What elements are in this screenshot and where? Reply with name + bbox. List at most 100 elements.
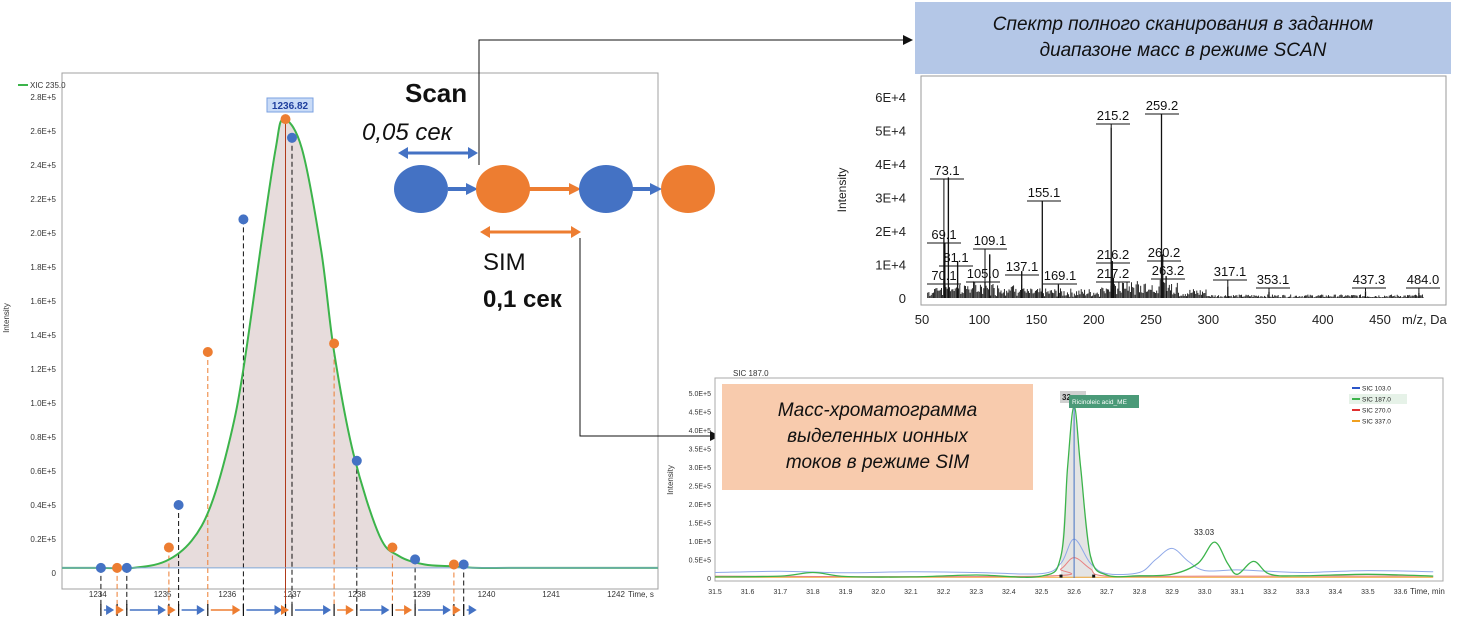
xic-ytick-label: 2.6E+5 bbox=[30, 127, 56, 136]
sim-trace bbox=[714, 538, 1434, 576]
sim-ytick-label: 5.0E+5 bbox=[689, 391, 711, 398]
sim-xtick-label: 33.5 bbox=[1361, 589, 1375, 596]
spectrum-ytick-label: 3E+4 bbox=[875, 191, 906, 206]
xic-points bbox=[95, 114, 469, 573]
sim-xlabel: Time, min bbox=[1410, 587, 1445, 596]
scan-caption-line1: Спектр полного сканирования в заданном bbox=[992, 14, 1374, 35]
sim-point bbox=[163, 542, 174, 553]
xic-ytick-label: 0.8E+5 bbox=[30, 433, 56, 442]
sim-xtick-label: 32.2 bbox=[937, 589, 951, 596]
xic-ytick-label: 2.4E+5 bbox=[30, 161, 56, 170]
arrow-right-icon bbox=[466, 183, 478, 195]
cycle-chain bbox=[394, 165, 715, 213]
sim-xtick-label: 33.1 bbox=[1230, 589, 1244, 596]
xic-xtick-label: 1239 bbox=[413, 590, 431, 599]
sim-trace bbox=[714, 557, 1434, 578]
scan-point bbox=[121, 562, 132, 573]
xic-ytick-label: 1.4E+5 bbox=[30, 331, 56, 340]
sim-traces bbox=[714, 405, 1434, 578]
spectrum-xtick-label: 50 bbox=[915, 312, 929, 327]
sim-xtick-label: 32.1 bbox=[904, 589, 918, 596]
xic-chromatogram: XIC 235.0 Intensity Time, s 0 0.2E+5 0.4E+… bbox=[2, 72, 659, 616]
spectrum-ylabel: Intensity bbox=[835, 168, 849, 213]
spectrum-peak-label: 69.1 bbox=[931, 227, 956, 242]
sim-xtick-label: 31.5 bbox=[708, 589, 722, 596]
xic-ytick-label: 0 bbox=[52, 569, 57, 578]
sim-ylabel: Intensity bbox=[666, 465, 675, 495]
sim-xtick-label: 31.6 bbox=[741, 589, 755, 596]
scan-point bbox=[410, 554, 421, 565]
spectrum-peak-label: 169.1 bbox=[1044, 268, 1077, 283]
sim-xtick-label: 33.3 bbox=[1296, 589, 1310, 596]
spectrum-ytick-label: 2E+4 bbox=[875, 224, 906, 239]
sim-xtick-label: 32.7 bbox=[1100, 589, 1114, 596]
xic-ytick-label: 2.0E+5 bbox=[30, 229, 56, 238]
xic-xtick-label: 1238 bbox=[348, 590, 366, 599]
sim-duration-arrow bbox=[480, 226, 581, 238]
xic-ytick-label: 1.6E+5 bbox=[30, 297, 56, 306]
arrow-right-icon bbox=[569, 183, 581, 195]
arrow-right-icon bbox=[345, 605, 354, 615]
spectrum-peak-label: 259.2 bbox=[1146, 98, 1179, 113]
sim-caption: Масс-хроматограмма выделенных ионных ток… bbox=[722, 384, 1033, 490]
sim-legend-label: SIC 103.0 bbox=[1362, 386, 1391, 393]
spectrum-ytick-label: 4E+4 bbox=[875, 157, 906, 172]
arrow-right-icon bbox=[452, 605, 461, 615]
sim-legend-highlight bbox=[1349, 394, 1407, 404]
xic-ytick-label: 0.6E+5 bbox=[30, 467, 56, 476]
scan-dot-icon bbox=[394, 165, 448, 213]
xic-ytick-label: 2.8E+5 bbox=[30, 93, 56, 102]
sim-legend-label: SIC 337.0 bbox=[1362, 419, 1391, 426]
arrow-right-icon bbox=[115, 605, 124, 615]
spectrum-peak-label: 137.1 bbox=[1006, 259, 1039, 274]
sim-time: 0,1 сек bbox=[483, 286, 563, 313]
sim-xtick-label: 32.9 bbox=[1165, 589, 1179, 596]
sim-xtick-label: 31.7 bbox=[773, 589, 787, 596]
sim-ytick-label: 0 bbox=[707, 576, 711, 583]
spectrum-ytick-label: 5E+4 bbox=[875, 124, 906, 139]
sim-peak-end-marker bbox=[1092, 574, 1096, 578]
arrow-right-icon bbox=[281, 605, 289, 615]
sim-legend: SIC 103.0 SIC 187.0 SIC 270.0 SIC 337.0 bbox=[1349, 383, 1407, 427]
sim-xtick-labels: 31.5 31.6 31.7 31.8 31.9 32.0 32.1 32.2 32.3 32.4… bbox=[708, 589, 1407, 596]
spectrum-xtick-label: 100 bbox=[968, 312, 990, 327]
sim-legend-label: SIC 187.0 bbox=[1362, 397, 1391, 404]
xic-ytick-label: 0.4E+5 bbox=[30, 501, 56, 510]
arrow-right-icon bbox=[167, 605, 176, 615]
spectrum-peak-label: 70.1 bbox=[931, 268, 956, 283]
sim-xtick-label: 32.4 bbox=[1002, 589, 1016, 596]
xic-legend: XIC 235.0 bbox=[30, 81, 66, 90]
spectrum-peak-label: 484.0 bbox=[1407, 272, 1440, 287]
sim-xtick-label: 33.6 bbox=[1394, 589, 1408, 596]
sim-caption-line1: Масс-хроматограмма bbox=[777, 400, 978, 421]
scan-point bbox=[458, 559, 469, 570]
spectrum-peak-label: 263.2 bbox=[1152, 263, 1185, 278]
sim-point bbox=[387, 542, 398, 553]
spectrum-peak-label: 353.1 bbox=[1257, 272, 1290, 287]
arrow-right-icon bbox=[232, 605, 241, 615]
spectrum-ytick-label: 0 bbox=[899, 291, 906, 306]
spectrum-xtick-label: 450 bbox=[1369, 312, 1391, 327]
sim-ytick-label: 1.5E+5 bbox=[689, 521, 711, 528]
xic-xtick-label: 1234 bbox=[89, 590, 107, 599]
arrow-right-icon bbox=[323, 605, 332, 615]
scan-caption-line2: диапазоне масс в режиме SCAN bbox=[1039, 40, 1327, 61]
sim-xtick-label: 32.0 bbox=[871, 589, 885, 596]
xic-xtick-label: 1240 bbox=[478, 590, 496, 599]
xic-ytick-label: 1.0E+5 bbox=[30, 399, 56, 408]
scan-time: 0,05 сек bbox=[362, 119, 454, 146]
spectrum-xtick-label: 400 bbox=[1312, 312, 1334, 327]
spectrum-xtick-label: 200 bbox=[1083, 312, 1105, 327]
sim-xtick-label: 33.0 bbox=[1198, 589, 1212, 596]
arrow-right-icon bbox=[274, 605, 283, 615]
spectrum-xtick-label: 150 bbox=[1026, 312, 1048, 327]
sim-xtick-label: 31.8 bbox=[806, 589, 820, 596]
spectrum-noise bbox=[927, 279, 1424, 298]
spectrum-peak-label: 215.2 bbox=[1097, 108, 1130, 123]
scan-point bbox=[287, 132, 297, 143]
xic-ylabel: Intensity bbox=[2, 303, 11, 333]
spectrum-peak-label: 260.2 bbox=[1148, 245, 1181, 260]
xic-xlabel: Time, s bbox=[628, 590, 654, 599]
xic-xtick-label: 1236 bbox=[218, 590, 236, 599]
xic-xtick-label: 1241 bbox=[542, 590, 560, 599]
